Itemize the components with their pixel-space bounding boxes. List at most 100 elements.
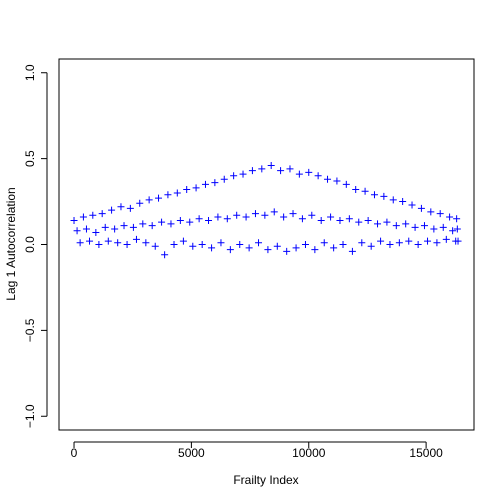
point bbox=[248, 167, 256, 175]
point bbox=[430, 225, 438, 233]
point bbox=[411, 223, 419, 231]
point bbox=[220, 175, 228, 183]
point bbox=[114, 239, 122, 247]
y-tick-label: 0.0 bbox=[23, 236, 37, 253]
point bbox=[298, 215, 306, 223]
point bbox=[374, 220, 382, 228]
point bbox=[82, 225, 90, 233]
point bbox=[183, 186, 191, 194]
point bbox=[417, 204, 425, 212]
point bbox=[126, 204, 134, 212]
point bbox=[408, 201, 416, 209]
point bbox=[167, 220, 175, 228]
point bbox=[405, 237, 413, 245]
point bbox=[345, 215, 353, 223]
point bbox=[201, 180, 209, 188]
point bbox=[155, 194, 163, 202]
point bbox=[89, 211, 97, 219]
point bbox=[311, 246, 319, 254]
y-axis-label: Lag 1 Autocorrelation bbox=[4, 187, 18, 300]
point bbox=[395, 239, 403, 247]
point bbox=[308, 211, 316, 219]
point bbox=[151, 242, 159, 250]
point bbox=[377, 237, 385, 245]
point bbox=[389, 196, 397, 204]
point bbox=[123, 241, 131, 248]
point bbox=[453, 215, 461, 223]
point bbox=[230, 172, 238, 180]
point bbox=[305, 168, 313, 176]
point bbox=[414, 241, 422, 248]
point bbox=[442, 235, 450, 243]
point bbox=[211, 179, 219, 187]
point bbox=[436, 210, 444, 218]
point bbox=[79, 213, 87, 221]
point bbox=[295, 170, 303, 178]
point bbox=[139, 220, 147, 228]
point bbox=[189, 242, 197, 250]
point bbox=[355, 218, 363, 226]
point bbox=[392, 222, 400, 230]
point bbox=[367, 242, 375, 250]
point bbox=[101, 223, 109, 231]
point bbox=[161, 251, 169, 259]
point bbox=[286, 165, 294, 173]
plot-frame bbox=[58, 58, 475, 431]
point bbox=[280, 213, 288, 221]
point bbox=[277, 167, 285, 175]
point bbox=[214, 213, 222, 221]
point bbox=[239, 170, 247, 178]
point bbox=[333, 177, 341, 185]
point bbox=[176, 216, 184, 224]
point bbox=[342, 180, 350, 188]
x-tick-label: 0 bbox=[71, 446, 78, 460]
x-tick-label: 5000 bbox=[178, 446, 205, 460]
point bbox=[236, 241, 244, 248]
y-tick-label: 0.5 bbox=[23, 150, 37, 167]
point bbox=[283, 247, 291, 255]
point bbox=[399, 198, 407, 206]
point bbox=[358, 239, 366, 247]
point bbox=[120, 222, 128, 230]
point bbox=[370, 191, 378, 199]
point bbox=[383, 218, 391, 226]
point bbox=[76, 239, 84, 247]
point bbox=[264, 246, 272, 254]
point bbox=[273, 242, 281, 250]
point bbox=[380, 192, 388, 200]
point bbox=[129, 223, 137, 231]
point bbox=[104, 237, 112, 245]
point bbox=[439, 223, 447, 231]
point bbox=[117, 203, 125, 211]
point bbox=[446, 213, 454, 221]
point bbox=[433, 239, 441, 247]
x-tick-label: 10000 bbox=[292, 446, 326, 460]
point bbox=[327, 213, 335, 221]
point bbox=[86, 237, 94, 245]
point bbox=[205, 216, 213, 224]
point bbox=[292, 244, 300, 252]
point bbox=[73, 227, 81, 235]
point bbox=[424, 237, 432, 245]
point bbox=[314, 172, 322, 180]
point bbox=[164, 191, 172, 199]
point bbox=[251, 210, 259, 218]
point bbox=[348, 247, 356, 255]
point bbox=[402, 220, 410, 228]
point bbox=[170, 241, 178, 248]
y-tick-label: 1.0 bbox=[23, 64, 37, 81]
point bbox=[258, 165, 266, 173]
y-tick-label: −1.0 bbox=[23, 404, 37, 428]
point bbox=[142, 239, 150, 247]
point bbox=[158, 218, 166, 226]
point bbox=[148, 222, 156, 230]
point bbox=[352, 186, 360, 194]
point bbox=[186, 218, 194, 226]
point bbox=[111, 225, 119, 233]
point bbox=[192, 184, 200, 192]
point bbox=[364, 216, 372, 224]
point bbox=[217, 239, 225, 247]
point bbox=[427, 208, 435, 216]
point bbox=[289, 210, 297, 218]
